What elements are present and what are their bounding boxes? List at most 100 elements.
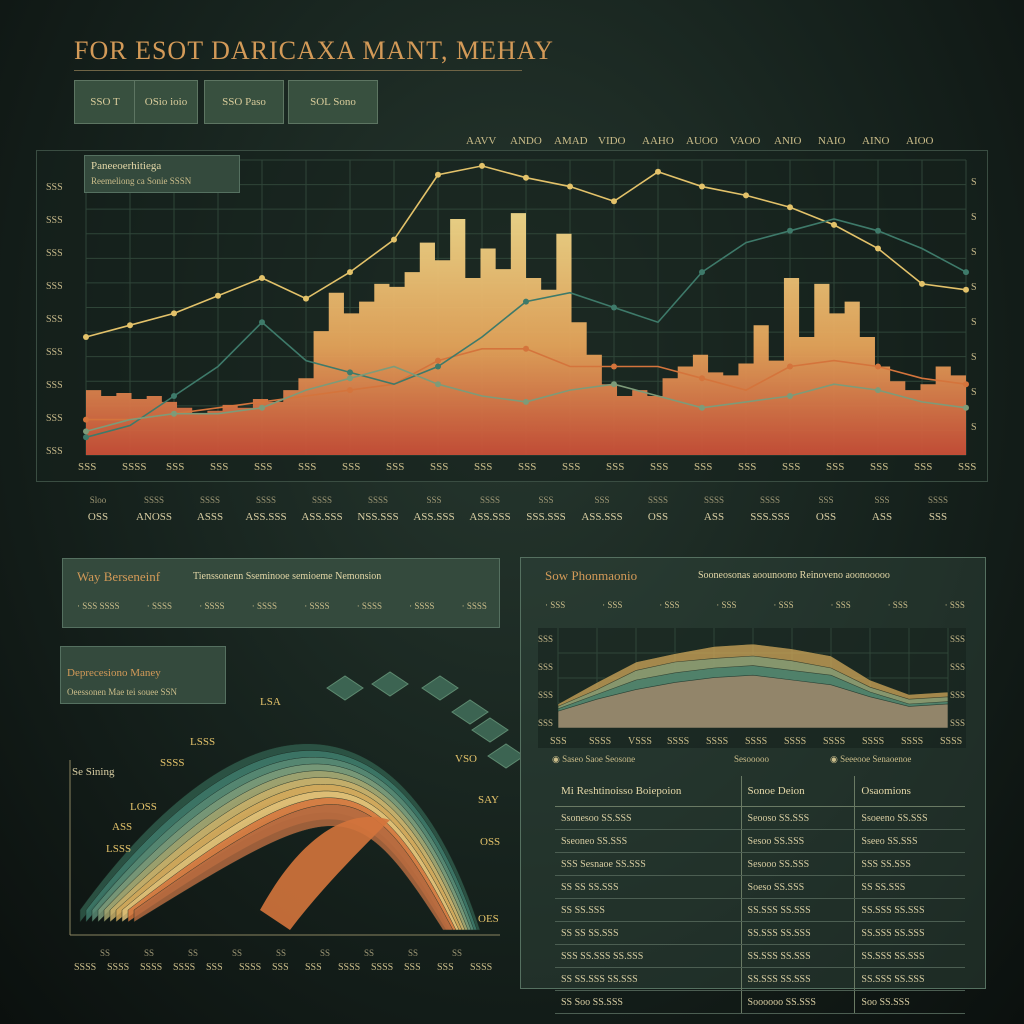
- series-point: [523, 174, 529, 181]
- series-point: [215, 292, 221, 299]
- summary-cell: SSS ASS: [854, 495, 910, 523]
- legend-item: · SSSS: [199, 601, 225, 611]
- top-month-label: NAIO: [818, 135, 846, 147]
- summary-label: SSSS: [143, 495, 165, 505]
- x-tick-label: SSS: [78, 461, 96, 473]
- y-tick-left: SSS: [46, 446, 63, 457]
- summary-cell: SSS OSS: [798, 495, 854, 523]
- ridge-annotation: LSA: [260, 696, 281, 708]
- legend-item: · SSS: [830, 600, 851, 610]
- summary-value: SSS: [928, 511, 948, 523]
- legend-item: · SSS: [659, 600, 680, 610]
- summary-cell: SSS SSS.SSS: [518, 495, 574, 523]
- table-cell: Soooooo SS.SSS: [740, 990, 855, 1014]
- series-point: [963, 381, 969, 388]
- tab-3[interactable]: SSO Paso: [204, 80, 284, 124]
- ridge-legend-item: SS: [100, 948, 110, 958]
- ridge-legend-item: SS: [364, 948, 374, 958]
- y-tick-left: SSS: [46, 182, 63, 193]
- series-point: [259, 319, 265, 326]
- legend-item: · SSS: [887, 600, 908, 610]
- ridge-side-label: Se Sining: [72, 766, 115, 778]
- legend-item: · SSS: [944, 600, 965, 610]
- y-tick-left: SSS: [46, 413, 63, 424]
- right-panel-title: Sow Phonmaonio: [545, 568, 638, 583]
- series-point: [963, 404, 969, 411]
- y-tick-right: S: [971, 212, 977, 223]
- x-tick-label: SSS: [914, 461, 932, 473]
- ridge-chart-subtitle: Oeessonen Mae tei souee SSN: [67, 687, 177, 697]
- y-tick-left: SSS: [46, 314, 63, 325]
- top-month-label: VAOO: [730, 135, 760, 147]
- series-point: [435, 171, 441, 178]
- summary-cell: SSS ASS.SSS: [574, 495, 630, 523]
- series-point: [347, 369, 353, 376]
- series-point: [875, 227, 881, 234]
- table-cell: Ssonesoo SS.SSS: [555, 806, 742, 830]
- main-chart-subtitle: Reemeliong ca Sonie SSSN: [91, 176, 192, 186]
- table-row: SSS SS.SSS SS.SSS SS.SSS SS.SSS SS.SSS SS.…: [555, 944, 965, 968]
- ridge-x-label: SSS: [404, 962, 421, 973]
- summary-label: SSS: [594, 495, 610, 505]
- y-tick-right: S: [971, 352, 977, 363]
- top-month-label: AUOO: [686, 135, 718, 147]
- summary-value: OSS: [815, 511, 837, 523]
- table-cell: SS.SSS SS.SSS: [854, 898, 965, 922]
- legend-item: · SSSS: [356, 601, 382, 611]
- summary-cell: SSSS SSS: [910, 495, 966, 523]
- y-tick-left: SSS: [46, 347, 63, 358]
- series-point: [259, 275, 265, 281]
- stacked-chart: SSS SSSS VSSS SSSS SSSS SSSS SSSS SSSS SSSS SSSS S…: [538, 628, 966, 748]
- x-tick-label: SSS: [166, 461, 184, 473]
- series-point: [83, 434, 89, 441]
- ridge-annotation: LOSS: [130, 801, 157, 813]
- series-point: [83, 416, 89, 423]
- table-cell: SSS SS.SSS: [854, 852, 965, 876]
- ridge-annotation: SSSS: [160, 757, 184, 769]
- series-point: [787, 363, 793, 370]
- tab-4[interactable]: SOL Sono: [288, 80, 378, 124]
- table-cell: Ssoeeno SS.SSS: [854, 806, 965, 830]
- tab-1[interactable]: SSO T: [74, 80, 136, 124]
- main-chart: AAVV ANDO AMAD VIDO AAHO AUOO VAOO ANIO NAIO AINO…: [46, 135, 977, 473]
- y-tick-right: S: [971, 282, 977, 293]
- summary-value: SSS.SSS: [526, 511, 566, 523]
- series-point: [611, 381, 617, 388]
- x-tick-label: SSS: [694, 461, 712, 473]
- table-row: Sseoneo SS.SSS Sesoo SS.SSS Sseeo SS.SSS: [555, 829, 965, 853]
- series-point: [259, 398, 265, 405]
- summary-cell: SSSS ASS.SSS: [294, 495, 350, 523]
- ridge-marker: [471, 717, 509, 743]
- stack-y-left: SSS: [538, 718, 553, 728]
- summary-label: SSS: [874, 495, 890, 505]
- stack-y-left: SSS: [538, 690, 553, 700]
- table-cell: Sseeo SS.SSS: [854, 829, 965, 853]
- title-divider: [74, 70, 522, 71]
- table-cell: SS.SSS SS.SSS: [740, 967, 855, 991]
- table-cell: SS SS.SSS: [555, 898, 742, 922]
- summary-value: ASS: [703, 511, 725, 523]
- ridge-x-label: SSS: [437, 962, 454, 973]
- series-point: [963, 286, 969, 293]
- y-tick-right: S: [971, 387, 977, 398]
- summary-value: ASS.SSS: [245, 511, 287, 523]
- ridge-annotation: ASS: [112, 821, 132, 833]
- series-point: [875, 387, 881, 394]
- table-col-1: Sonoe Deion: [740, 776, 855, 807]
- series-point: [479, 162, 485, 169]
- ridge-annotation: LSSS: [190, 736, 215, 748]
- legend-item: · SSS: [773, 600, 794, 610]
- series-point: [743, 192, 749, 199]
- legend-item: · SSS: [545, 600, 566, 610]
- series-point: [699, 269, 705, 276]
- ridge-legend-item: SS: [144, 948, 154, 958]
- table-legend-right-text: Seeeooe Senaoenoe: [840, 754, 912, 764]
- x-tick-label: SSS: [342, 461, 360, 473]
- y-tick-right: S: [971, 422, 977, 433]
- tab-2[interactable]: OSio ioio: [134, 80, 198, 124]
- x-tick-label: SSS: [606, 461, 624, 473]
- ridge-chart-header: Deprecesiono Maney Oeessonen Mae tei sou…: [60, 646, 226, 704]
- legend-item: · SSSS: [146, 601, 173, 611]
- summary-cell: SSS ASS.SSS: [406, 495, 462, 523]
